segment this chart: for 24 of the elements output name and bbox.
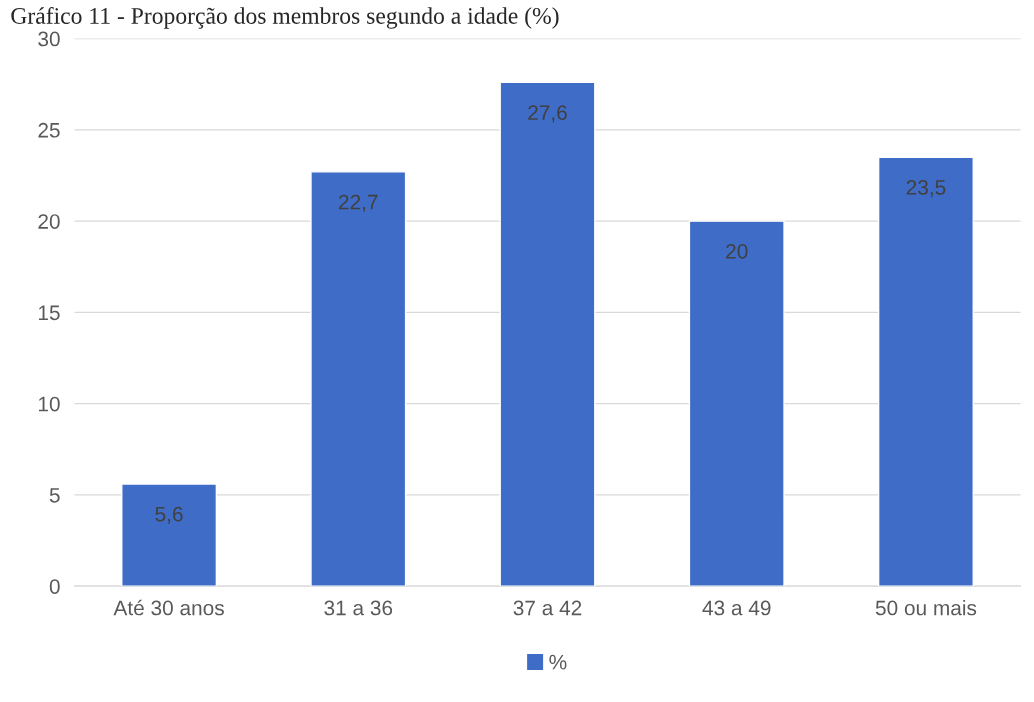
text: 5,6 [155, 506, 183, 524]
bar [688, 220, 785, 587]
y-tick-label: 25 [38, 122, 60, 138]
bar [310, 171, 407, 587]
bar [499, 81, 596, 587]
x-tick-label: Até 30 anos [113, 599, 224, 616]
y-tick-label: 20 [38, 214, 60, 229]
text: 20 [726, 243, 748, 259]
y-tick-label: 10 [38, 396, 60, 412]
y-tick-label: 5 [49, 488, 60, 503]
chart-title: Gráfico 11 - Proporção dos membros segundo a idade (%) [11, 7, 559, 29]
bar [121, 483, 218, 587]
text: 27,6 [528, 105, 567, 123]
y-tick-label: 30 [38, 31, 60, 47]
x-tick-label: 31 a 36 [324, 600, 393, 616]
legend-label: % [549, 654, 567, 670]
y-tick-label: 15 [38, 305, 60, 321]
x-tick-label: 43 a 49 [702, 600, 771, 616]
text: 22,7 [339, 194, 378, 212]
x-tick-label: 37 a 42 [513, 600, 582, 616]
text: 23,5 [906, 180, 946, 198]
y-tick-label: 0 [49, 579, 60, 594]
bar [877, 156, 974, 587]
x-tick-label: 50 ou mais [875, 600, 977, 616]
